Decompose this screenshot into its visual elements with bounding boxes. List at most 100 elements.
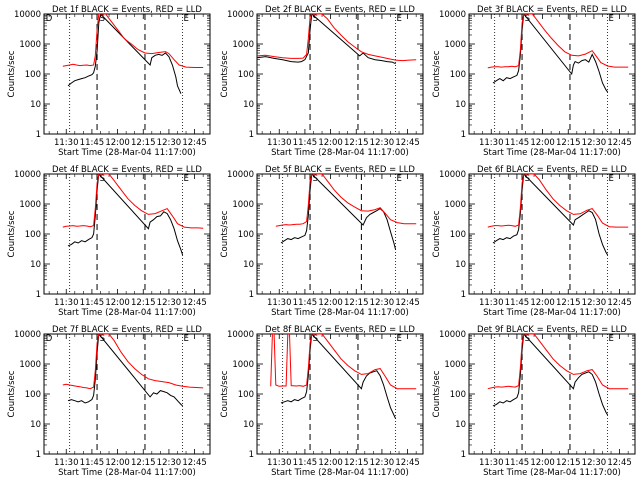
plot-frame xyxy=(468,173,636,295)
series-group xyxy=(62,174,204,256)
y-tick-label: 100 xyxy=(450,390,466,400)
lld-series-line xyxy=(487,334,629,390)
x-tick-label: 12:30 xyxy=(157,458,182,468)
x-tick-label: 11:45 xyxy=(505,458,530,468)
series-group xyxy=(62,334,204,407)
x-tick-label: 12:45 xyxy=(607,458,632,468)
x-tick-label: 12:30 xyxy=(370,458,395,468)
y-tick-label: 10 xyxy=(243,100,254,110)
y-tick-label: 1 xyxy=(461,450,466,460)
x-tick-label: 11:45 xyxy=(293,298,318,308)
x-axis-label: Start Time (28-Mar-04 11:17:00) xyxy=(271,308,409,318)
x-tick-label: 12:45 xyxy=(607,298,632,308)
panel-title: Det 3f BLACK = Events, RED = LLD xyxy=(477,5,627,15)
y-axis-label: Counts/sec xyxy=(220,50,230,97)
y-tick-label: 100 xyxy=(238,230,254,240)
y-axis-label: Counts/sec xyxy=(7,370,17,417)
x-tick-label: 12:15 xyxy=(556,138,581,148)
x-tick-label: 12:00 xyxy=(105,458,130,468)
x-tick-label: 12:30 xyxy=(582,298,607,308)
y-tick-label: 1 xyxy=(249,290,254,300)
events-series-line xyxy=(67,334,183,407)
y-tick-label: 100 xyxy=(25,70,41,80)
panel-title: Det 9f BLACK = Events, RED = LLD xyxy=(477,325,627,335)
y-tick-label: 1 xyxy=(36,130,41,140)
plot-frame xyxy=(43,173,211,295)
plot-frame xyxy=(256,13,424,135)
series-group xyxy=(62,14,204,94)
flag-mark-right: E xyxy=(608,174,613,184)
panel-1: 1 10 100 1000 10000 11:30 11:45 12:00 12:15 12:30… xyxy=(7,5,211,158)
x-tick-label: 11:30 xyxy=(54,298,79,308)
x-tick-label: 12:15 xyxy=(131,298,156,308)
x-tick-label: 11:30 xyxy=(479,458,504,468)
x-tick-label: 11:30 xyxy=(479,138,504,148)
x-tick-label: 12:30 xyxy=(157,298,182,308)
y-tick-label: 10000 xyxy=(14,170,41,180)
x-tick-label: 11:45 xyxy=(80,458,105,468)
panel-title: Det 8f BLACK = Events, RED = LLD xyxy=(265,325,415,335)
y-tick-label: 1 xyxy=(36,290,41,300)
x-tick-label: 12:15 xyxy=(344,138,369,148)
x-tick-label: 12:15 xyxy=(556,458,581,468)
y-tick-label: 1000 xyxy=(444,40,466,50)
y-tick-label: 10 xyxy=(455,420,466,430)
y-axis-label: Counts/sec xyxy=(7,210,17,257)
y-axis-label: Counts/sec xyxy=(7,50,17,97)
events-series-line xyxy=(67,174,184,256)
x-tick-label: 12:45 xyxy=(395,458,420,468)
plot-frame xyxy=(468,13,636,135)
series-group xyxy=(275,174,417,250)
x-tick-label: 12:00 xyxy=(530,138,555,148)
y-tick-label: 100 xyxy=(25,230,41,240)
y-tick-label: 10000 xyxy=(227,330,254,340)
series-group xyxy=(487,334,629,416)
y-tick-label: 1000 xyxy=(444,200,466,210)
x-tick-label: 11:30 xyxy=(54,138,79,148)
x-tick-label: 11:45 xyxy=(80,298,105,308)
y-axis-label: Counts/sec xyxy=(220,210,230,257)
flag-mark-right: E xyxy=(396,334,401,344)
x-tick-label: 12:15 xyxy=(344,458,369,468)
x-tick-label: 11:45 xyxy=(505,138,530,148)
flag-mark-right: E xyxy=(608,14,613,24)
flag-mark-right: E xyxy=(608,334,613,344)
y-tick-label: 1000 xyxy=(19,40,41,50)
plot-frame xyxy=(256,173,424,295)
flag-mark-center: S xyxy=(525,14,530,24)
events-series-line xyxy=(257,14,396,65)
x-tick-label: 12:45 xyxy=(395,298,420,308)
panel-7: 1 10 100 1000 10000 11:30 11:45 12:00 12:15 12:30… xyxy=(7,325,211,478)
y-tick-label: 10 xyxy=(243,260,254,270)
lld-series-line xyxy=(62,14,204,68)
flag-mark-right: E xyxy=(183,174,188,184)
x-axis-label: Start Time (28-Mar-04 11:17:00) xyxy=(58,148,196,158)
flag-mark-right: E xyxy=(396,174,401,184)
panel-title: Det 7f BLACK = Events, RED = LLD xyxy=(52,325,202,335)
lld-series-line xyxy=(62,334,204,390)
y-tick-label: 10000 xyxy=(439,170,466,180)
events-series-line xyxy=(492,334,609,416)
series-group xyxy=(257,14,417,65)
events-series-line xyxy=(280,334,397,419)
x-axis-label: Start Time (28-Mar-04 11:17:00) xyxy=(58,308,196,318)
plot-frame xyxy=(256,333,424,455)
y-tick-label: 100 xyxy=(450,70,466,80)
x-tick-label: 12:15 xyxy=(344,298,369,308)
y-tick-label: 10000 xyxy=(227,170,254,180)
x-tick-label: 11:45 xyxy=(293,138,318,148)
x-tick-label: 11:30 xyxy=(267,298,292,308)
x-tick-label: 11:30 xyxy=(267,458,292,468)
x-tick-label: 12:30 xyxy=(370,298,395,308)
x-tick-label: 12:30 xyxy=(582,138,607,148)
panel-2: 1 10 100 1000 10000 11:30 11:45 12:00 12:15 12:30… xyxy=(220,5,424,158)
y-axis-label: Counts/sec xyxy=(432,370,442,417)
panel-4: 1 10 100 1000 10000 11:30 11:45 12:00 12:15 12:30… xyxy=(7,165,211,318)
y-tick-label: 10000 xyxy=(439,10,466,20)
series-group xyxy=(487,14,629,93)
x-axis-label: Start Time (28-Mar-04 11:17:00) xyxy=(483,468,621,478)
x-tick-label: 11:45 xyxy=(293,458,318,468)
flag-mark-center: S xyxy=(313,174,318,184)
flag-mark-left: D xyxy=(46,334,53,344)
y-tick-label: 100 xyxy=(238,390,254,400)
